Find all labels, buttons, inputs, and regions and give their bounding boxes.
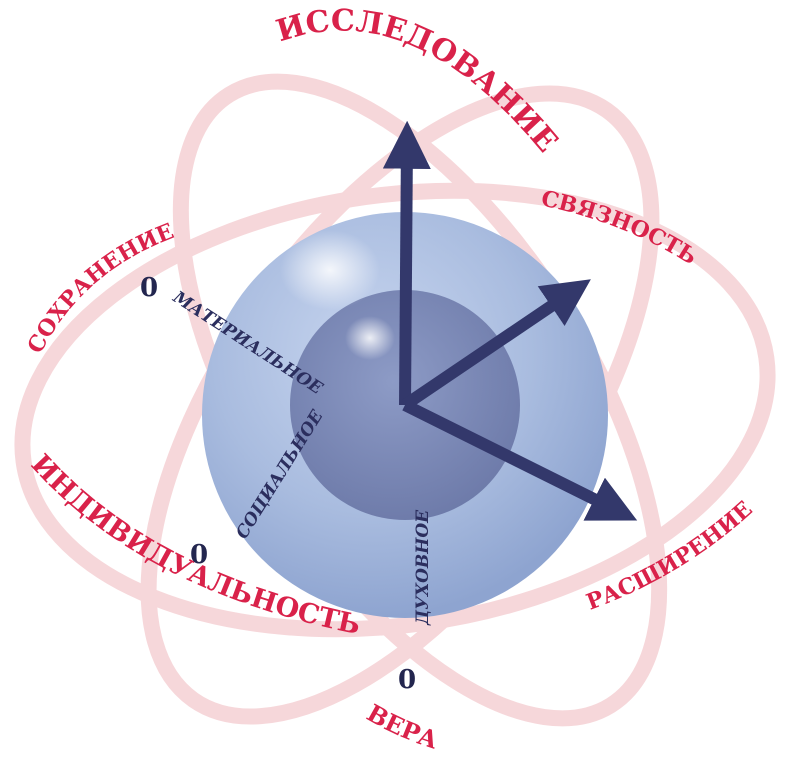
orbit-band-horizontal: [14, 182, 776, 638]
axis-arrows: [382, 120, 638, 521]
arrow-upper-right: [401, 279, 591, 410]
zero-mark-social: 0: [190, 540, 208, 570]
ring-label-connectivity: СВЯЗНОСТЬ: [539, 185, 702, 270]
zero-mark-spiritual: 0: [398, 665, 416, 695]
sphere-highlight: [280, 230, 380, 310]
arrow-up: [382, 120, 431, 406]
ring-label-faith: ВЕРА: [362, 698, 442, 755]
ring-label-expansion: РАСШИРЕНИЕ: [583, 496, 758, 615]
arrow-lower-right: [402, 399, 638, 521]
zero-mark-material: 0: [140, 273, 158, 303]
axis-label-spiritual: ДУХОВНОЕ: [413, 509, 433, 626]
inner-sphere-highlight: [345, 316, 395, 360]
